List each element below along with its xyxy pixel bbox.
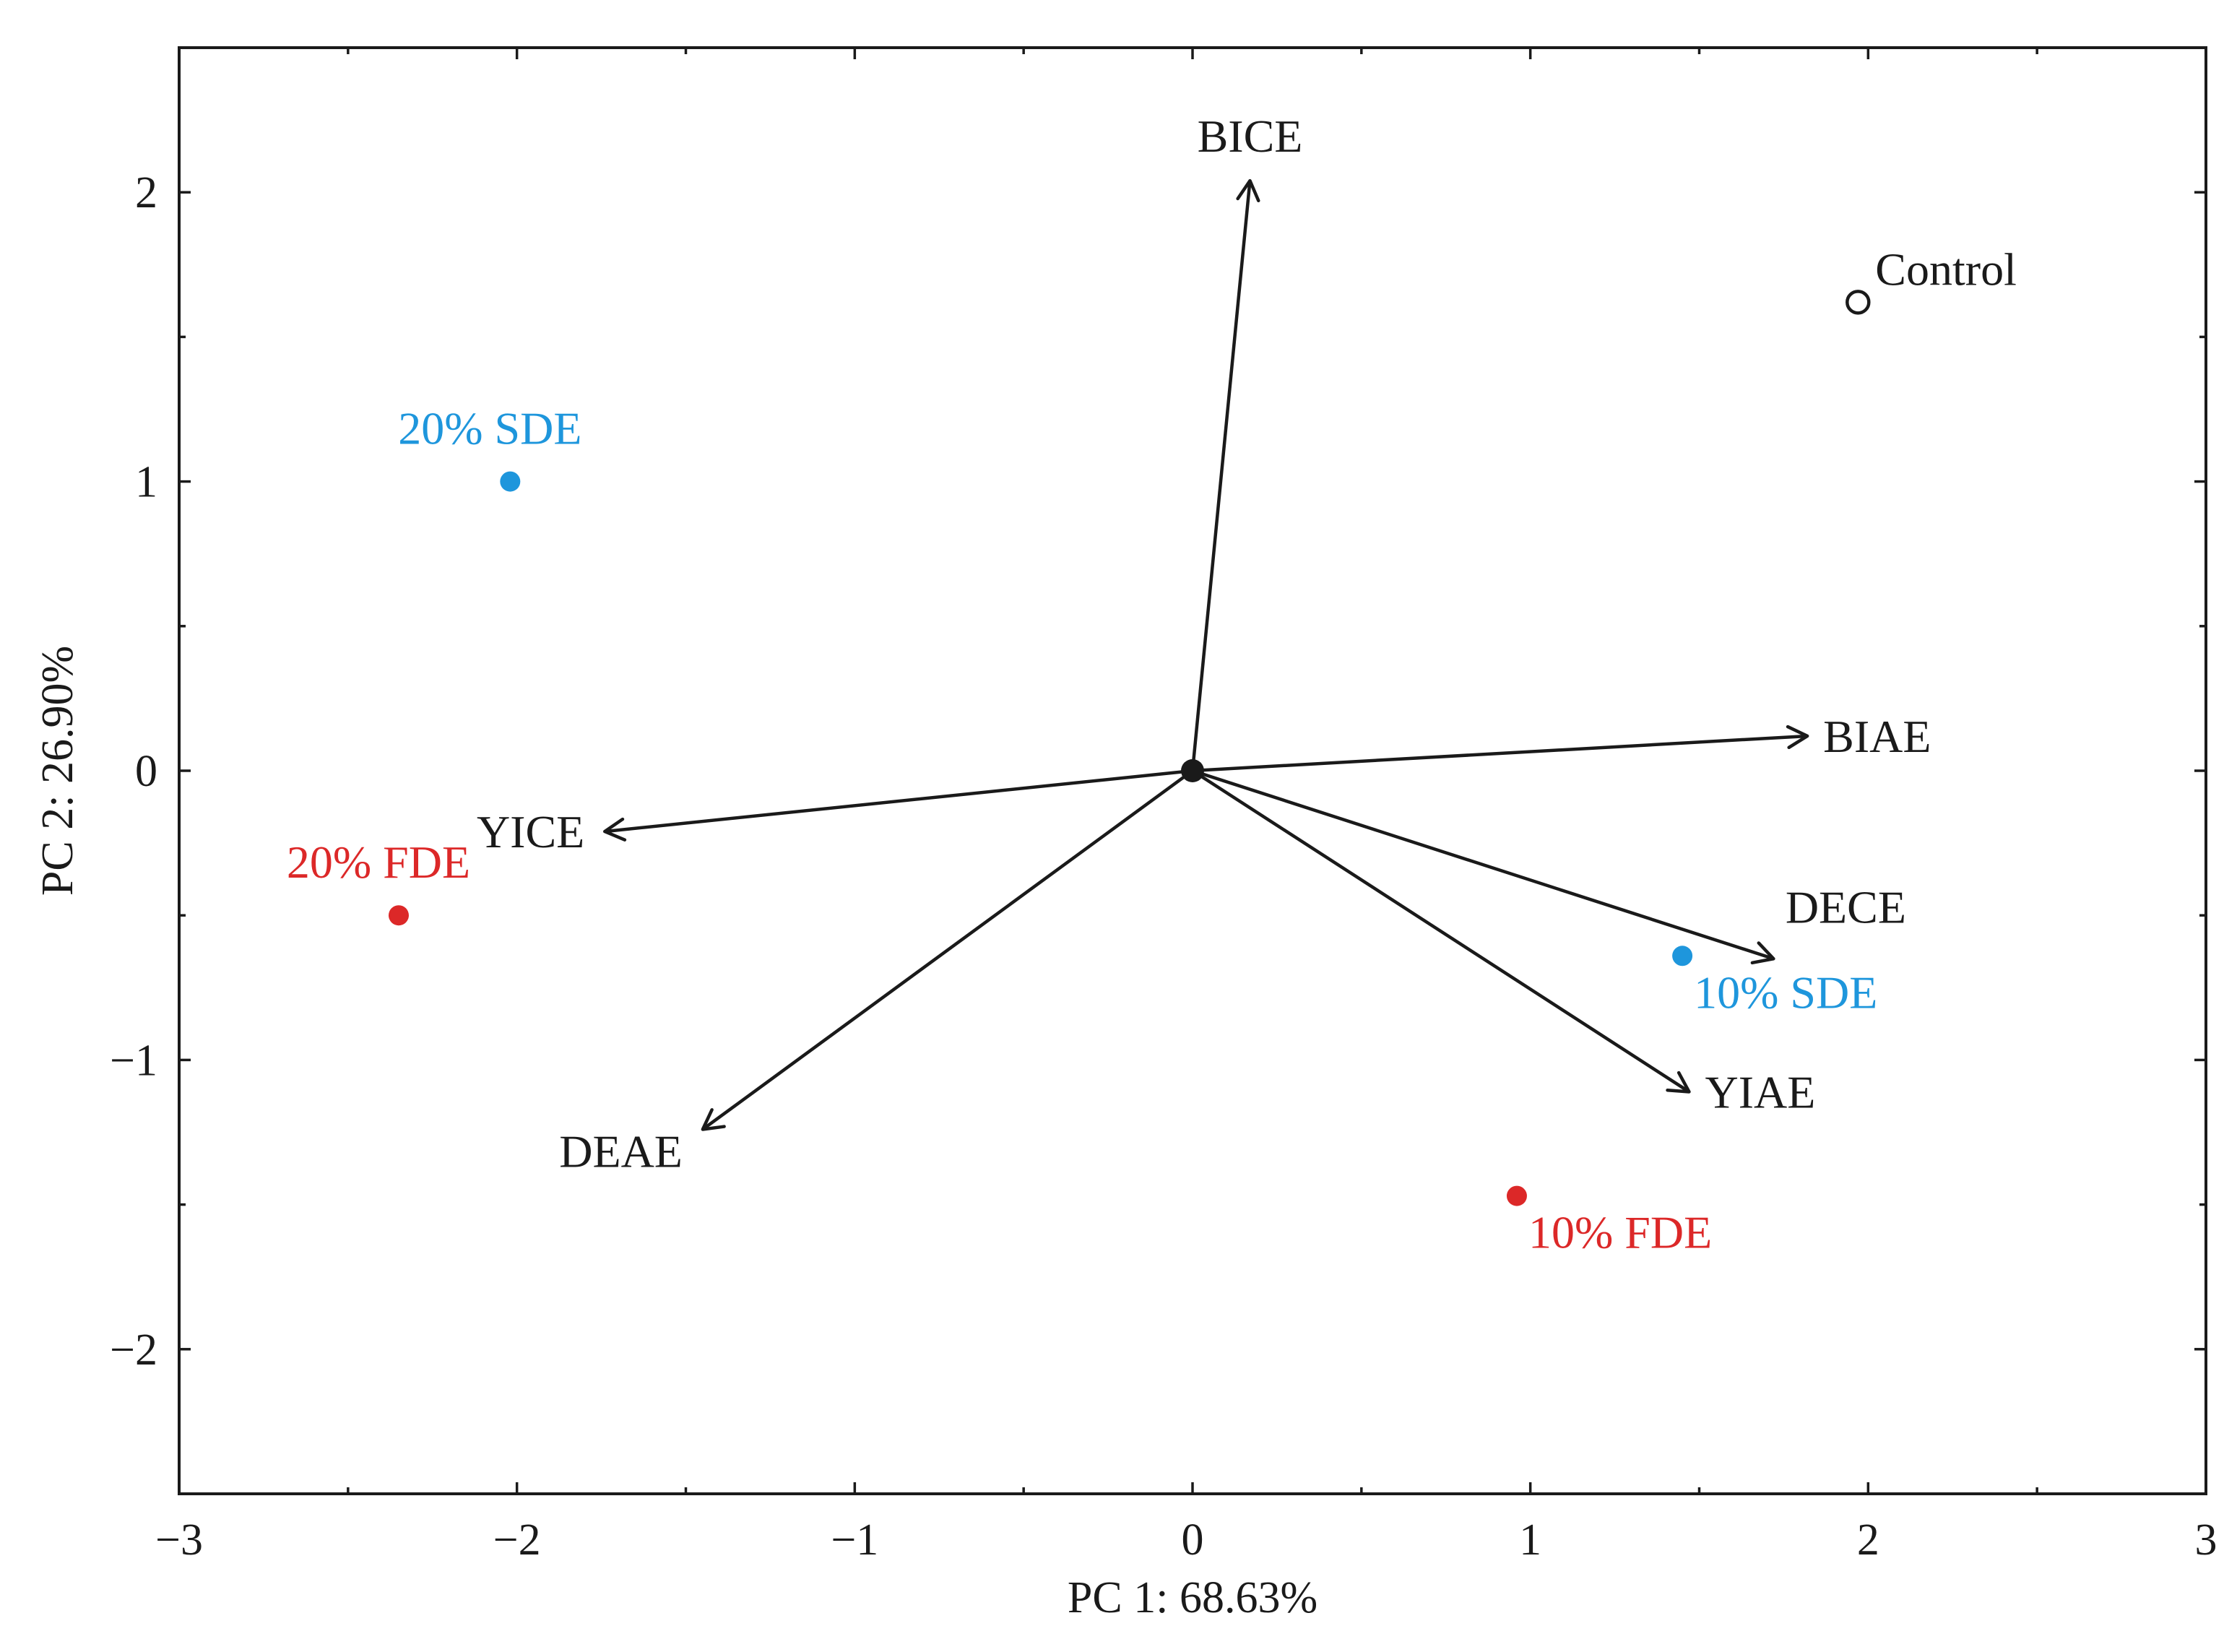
- point-10pct-sde: [1672, 946, 1693, 966]
- vector-label-biae: BIAE: [1823, 711, 1931, 762]
- x-tick-label: 0: [1182, 1515, 1204, 1565]
- x-tick-label: −2: [493, 1515, 541, 1565]
- vector-biae: [1192, 734, 1808, 773]
- arrowhead-deae: [701, 1108, 726, 1131]
- point-10pct-fde: [1506, 1185, 1527, 1206]
- point-label-10pct-sde: 10% SDE: [1694, 966, 1877, 1018]
- x-tick-label: 1: [1519, 1515, 1541, 1565]
- x-tick-label: 3: [2195, 1515, 2217, 1565]
- vector-label-bice: BICE: [1198, 111, 1303, 162]
- point-label-control: Control: [1875, 243, 2017, 295]
- vector-label-yice: YICE: [477, 806, 584, 857]
- plot-frame: [178, 46, 2207, 1495]
- y-tick-label: 1: [135, 458, 157, 507]
- y-tick-label: 0: [135, 747, 157, 796]
- loading-vectors: BICE BIAE YICE DECE YIAE DEAE: [477, 111, 1931, 1177]
- point-label-20pct-sde: 20% SDE: [398, 403, 581, 454]
- y-axis-title: PC 2: 26.90%: [33, 646, 82, 896]
- arrowhead-bice: [1236, 178, 1260, 203]
- point-20pct-sde: [500, 471, 521, 492]
- origin-marker: [1181, 759, 1204, 782]
- y-tick-label: −2: [110, 1326, 157, 1375]
- score-points: Control 20% SDE 20% FDE 10% SDE 10% FDE: [287, 243, 2017, 1258]
- x-tick-label: −1: [831, 1515, 878, 1565]
- point-20pct-fde: [388, 905, 409, 926]
- arrowhead-yice: [603, 817, 627, 842]
- vector-dece: [1192, 769, 1775, 961]
- point-label-20pct-fde: 20% FDE: [287, 836, 470, 888]
- y-tick-label: 2: [135, 168, 157, 217]
- vector-bice: [1190, 180, 1252, 771]
- vector-label-yiae: YIAE: [1705, 1066, 1815, 1117]
- point-label-10pct-fde: 10% FDE: [1528, 1207, 1712, 1258]
- y-tick-label: −1: [110, 1036, 157, 1085]
- arrowhead-biae: [1786, 725, 1809, 750]
- arrowhead-dece: [1750, 941, 1775, 965]
- point-control: [1846, 290, 1871, 315]
- vector-label-deae: DEAE: [559, 1125, 683, 1177]
- x-tick-label: 2: [1857, 1515, 1879, 1565]
- x-tick-label: −3: [155, 1515, 203, 1565]
- arrowhead-yiae: [1666, 1071, 1691, 1094]
- axis-tick-labels: −3 −2 −1 0 1 2 3 −2 −1 0 1 2: [110, 168, 2217, 1565]
- x-axis-title: PC 1: 68.63%: [1068, 1573, 1317, 1622]
- vector-deae: [701, 769, 1194, 1131]
- vector-label-dece: DECE: [1786, 881, 1906, 933]
- vector-yiae: [1191, 769, 1690, 1094]
- vector-yice: [605, 769, 1193, 834]
